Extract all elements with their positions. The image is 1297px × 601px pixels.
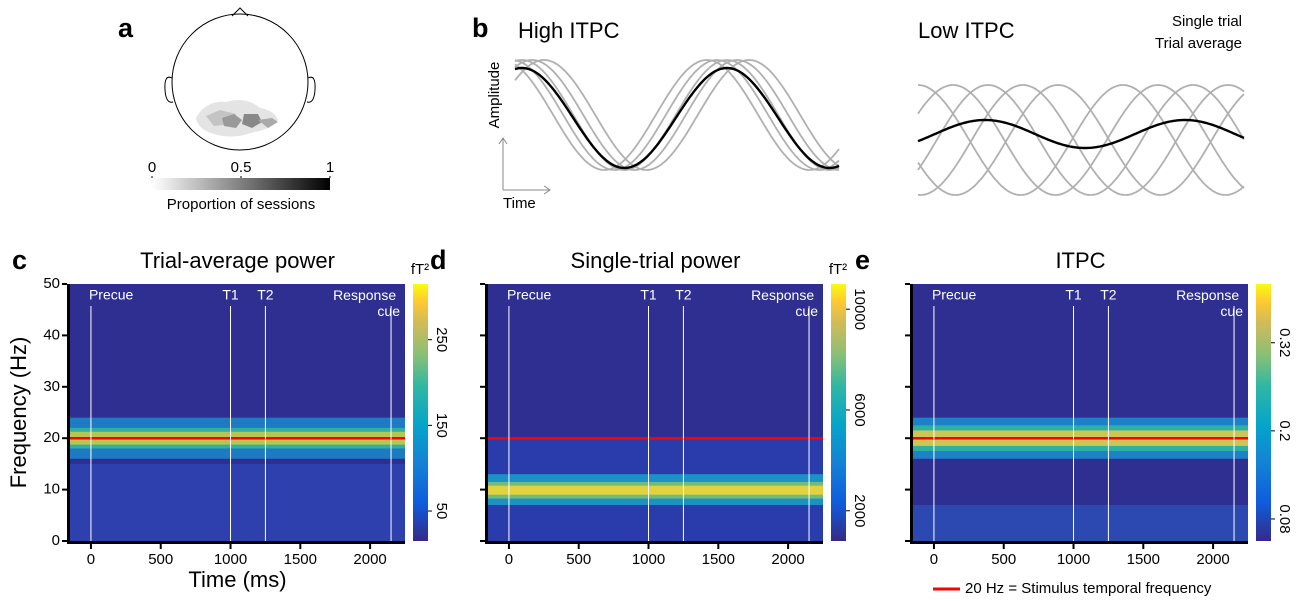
- x-tick-label: 0: [87, 551, 95, 568]
- event-label: Response cue: [1176, 287, 1243, 319]
- event-label: T2: [257, 287, 274, 303]
- single-trial-curve: [917, 84, 1245, 196]
- single-trial-curve: [514, 59, 840, 171]
- trial-average-curve: [917, 118, 1245, 150]
- legend-entry: Trial average: [1155, 35, 1242, 52]
- single-trial-curve: [917, 84, 1245, 196]
- colorbar-tick-label: 0.5: [231, 159, 252, 176]
- x-tick-label: 1500: [1127, 551, 1160, 568]
- heatmap-band: [70, 463, 405, 541]
- x-tick-label: 1000: [1057, 551, 1090, 568]
- colorbar: [831, 284, 846, 541]
- colorbar: [1256, 284, 1271, 541]
- x-tick-label: 1000: [214, 551, 247, 568]
- colorbar-tick-label: 0.2: [1276, 420, 1293, 441]
- heatmap-band: [488, 485, 823, 495]
- heatmap-band: [913, 505, 1248, 541]
- single-trial-curve: [514, 59, 840, 171]
- subpanel-title: High ITPC: [518, 18, 620, 43]
- x-tick-label: 2000: [1196, 551, 1229, 568]
- colorbar-tick-label: 250: [433, 327, 450, 352]
- x-axis-label: Time (ms): [188, 567, 286, 592]
- y-tick-label: 20: [43, 429, 60, 446]
- event-label: Precue: [932, 287, 977, 303]
- single-trial-curve: [514, 59, 840, 171]
- colorbar-tick-label: 0.08: [1276, 504, 1293, 533]
- b-axes: [498, 137, 551, 195]
- heatmap-bg: [913, 284, 1248, 541]
- y-tick-label: 30: [43, 378, 60, 395]
- colorbar-label: Proportion of sessions: [167, 196, 315, 213]
- colorbar-tick-label: 10000: [851, 288, 868, 330]
- panel-title: Trial-average power: [140, 248, 335, 273]
- colorbar: [152, 178, 330, 190]
- y-tick-label: 10: [43, 481, 60, 498]
- event-label: T2: [1100, 287, 1117, 303]
- colorbar-label: fT²: [829, 261, 847, 278]
- event-label: T1: [222, 287, 239, 303]
- panel-title: ITPC: [1055, 248, 1105, 273]
- y-axis-label: Amplitude: [486, 62, 503, 129]
- y-tick-label: 0: [52, 532, 60, 549]
- event-label: T1: [640, 287, 657, 303]
- colorbar-tick-label: 6000: [851, 393, 868, 426]
- x-tick-label: 500: [148, 551, 173, 568]
- single-trial-curve: [917, 84, 1245, 196]
- colorbar-tick-label: 150: [433, 413, 450, 438]
- colorbar-tick-label: 0: [148, 159, 156, 176]
- event-label: Response cue: [333, 287, 400, 319]
- colorbar-tick-label: 50: [433, 503, 450, 520]
- x-tick-label: 0: [930, 551, 938, 568]
- y-axis-label: Frequency (Hz): [6, 337, 31, 489]
- colorbar-label: fT²: [411, 261, 429, 278]
- y-tick-label: 50: [43, 275, 60, 292]
- x-tick-label: 2000: [353, 551, 386, 568]
- subpanel-title: Low ITPC: [918, 18, 1015, 43]
- panel-letter: e: [855, 245, 870, 275]
- single-trial-curve: [917, 84, 1245, 196]
- event-label: T1: [1065, 287, 1082, 303]
- panel-title: Single-trial power: [571, 248, 741, 273]
- trial-average-curve: [514, 66, 840, 170]
- colorbar-tick-label: 1: [326, 159, 334, 176]
- panel-letter: b: [472, 13, 489, 43]
- y-tick-label: 40: [43, 326, 60, 343]
- x-tick-label: 2000: [771, 551, 804, 568]
- event-label: Precue: [507, 287, 552, 303]
- x-tick-label: 1500: [284, 551, 317, 568]
- x-tick-label: 1500: [702, 551, 735, 568]
- panel-letter: d: [430, 245, 447, 275]
- legend-entry: Single trial: [1172, 13, 1242, 30]
- colorbar: [413, 284, 428, 541]
- colorbar-tick-label: 0.32: [1276, 328, 1293, 357]
- single-trial-curve: [514, 59, 840, 171]
- topo-blobs: [196, 100, 278, 137]
- x-tick-label: 0: [505, 551, 513, 568]
- head: [164, 7, 316, 151]
- panel-letter: c: [12, 245, 27, 275]
- event-label: T2: [675, 287, 692, 303]
- x-axis-label: Time: [503, 195, 536, 212]
- event-label: Response cue: [751, 287, 818, 319]
- x-tick-label: 500: [566, 551, 591, 568]
- x-tick-label: 500: [991, 551, 1016, 568]
- event-label: Precue: [89, 287, 134, 303]
- colorbar-tick-label: 2000: [851, 494, 868, 527]
- legend-entry: 20 Hz = Stimulus temporal frequency: [965, 580, 1212, 597]
- single-trial-curve: [917, 84, 1245, 196]
- x-tick-label: 1000: [632, 551, 665, 568]
- panel-letter: a: [118, 13, 134, 43]
